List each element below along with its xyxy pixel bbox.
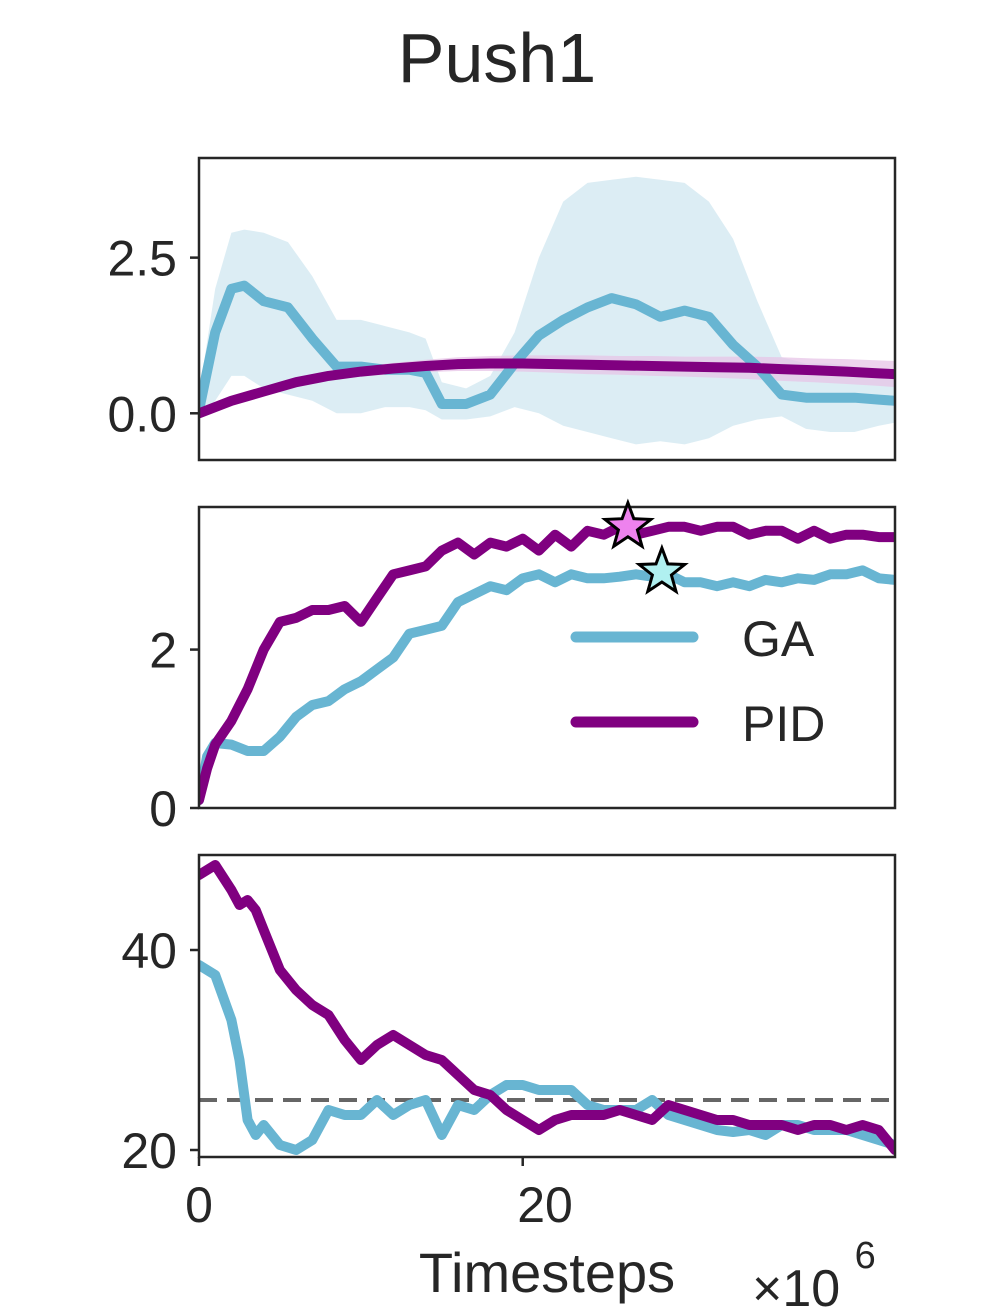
x-multiplier: ×10 6 [752,1235,876,1315]
chart-title: Push1 [398,19,596,97]
x-tick-label-20: 20 [517,1177,573,1233]
x-tick-label-0: 0 [185,1177,213,1233]
axes-frame-bottom [197,853,897,1159]
axes-frames [197,156,897,1159]
panel-bottom [199,860,895,1155]
panel-middle [199,521,895,806]
x-multiplier-base: ×10 [752,1260,840,1315]
axis-ticks: 0.0 2.5 0 2 20 40 [107,231,524,1179]
legend: GA PID [570,611,825,752]
best-star-pid [600,498,655,550]
y-tick-label-top-0: 0.0 [107,386,177,442]
x-multiplier-exponent: 6 [855,1235,876,1277]
axes-frame-middle [197,505,897,810]
panel-top [199,176,895,445]
best-star-ga [634,543,689,595]
y-tick-label-middle-0: 0 [149,781,177,837]
axes-frame-top [197,156,897,462]
y-tick-label-bottom-1: 40 [121,923,177,979]
band-ga-top [199,176,895,445]
line-pid-bottom [199,860,895,1155]
line-pid-top [199,358,895,419]
line-ga-top [199,280,895,416]
line-ga-middle [199,565,895,806]
legend-label-ga: GA [742,611,815,667]
best-markers [600,498,689,595]
legend-label-pid: PID [742,696,825,752]
y-tick-label-middle-1: 2 [149,623,177,679]
line-pid-middle [199,521,895,806]
x-axis-label: Timesteps [419,1241,675,1304]
y-tick-label-bottom-0: 20 [121,1123,177,1179]
y-tick-label-top-1: 2.5 [107,231,177,287]
